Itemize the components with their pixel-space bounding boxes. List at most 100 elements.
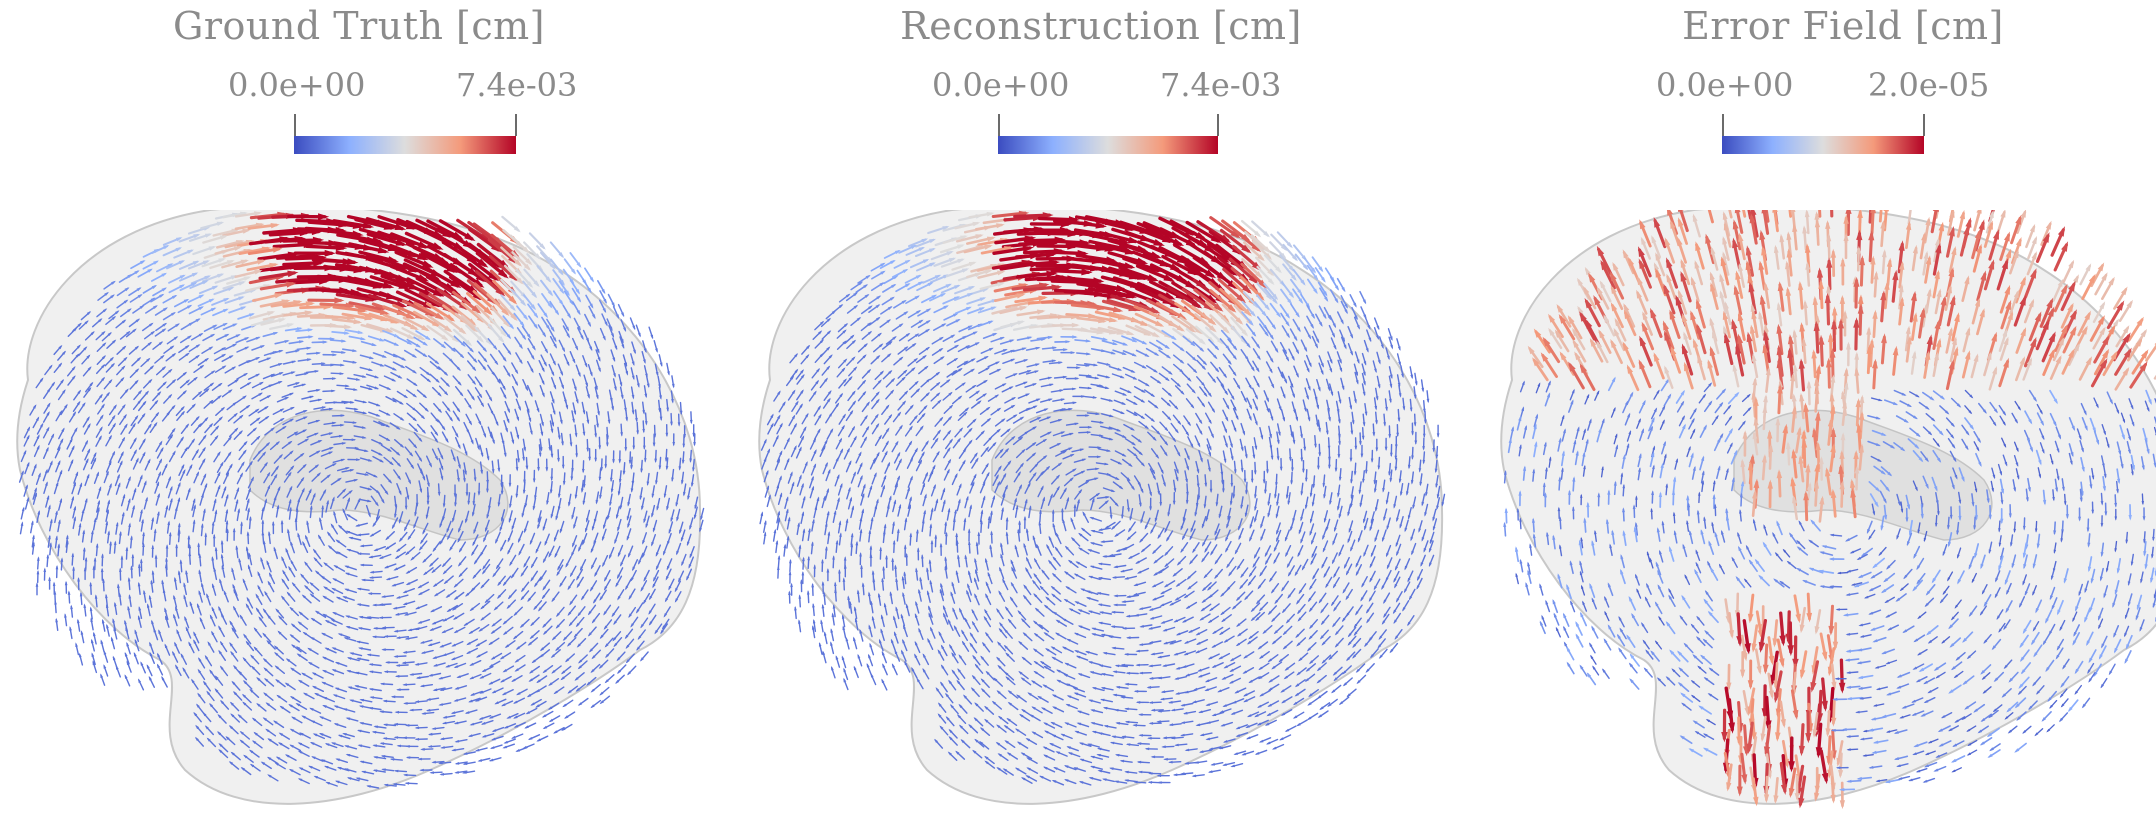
arrow-head <box>614 539 617 545</box>
arrow-head <box>395 239 408 246</box>
arrow-head <box>1272 293 1279 301</box>
arrow-head <box>417 585 422 589</box>
arrow-head <box>628 460 632 465</box>
arrow-head <box>326 531 331 536</box>
arrow-head <box>232 583 236 589</box>
arrow-head <box>686 576 690 581</box>
arrow-head <box>1123 262 1136 269</box>
arrow-head <box>480 617 485 621</box>
arrow-head <box>526 693 532 698</box>
arrow-head <box>367 513 371 518</box>
arrow-head <box>591 619 596 624</box>
arrow-head <box>244 337 250 341</box>
arrow-head <box>565 326 570 332</box>
arrow-head <box>541 392 545 398</box>
arrow-head <box>262 451 267 456</box>
arrow-head <box>330 619 336 623</box>
arrow-head <box>414 700 420 703</box>
arrow-head <box>77 322 82 327</box>
arrow-head <box>354 671 360 675</box>
arrow-head <box>376 403 381 407</box>
arrow-head <box>356 458 361 461</box>
arrow-head <box>1263 246 1271 254</box>
arrow-head <box>141 412 146 418</box>
arrow-head <box>473 560 478 565</box>
arrow-head <box>1321 277 1326 283</box>
arrow-head <box>663 613 668 618</box>
arrow-head <box>266 441 271 446</box>
arrow-head <box>625 371 628 376</box>
arrow-head <box>496 594 501 599</box>
arrow-head <box>349 469 355 472</box>
arrow-head <box>378 441 384 445</box>
arrow-head <box>151 619 154 625</box>
arrow-head <box>454 762 460 765</box>
arrow-head <box>346 549 351 552</box>
arrow-head <box>262 717 267 721</box>
arrow-head <box>362 436 367 439</box>
arrow-head <box>1258 279 1268 289</box>
arrow-head <box>368 555 373 559</box>
arrow-head <box>217 484 221 490</box>
arrow-head <box>289 506 292 512</box>
arrow-head <box>220 612 224 618</box>
arrow-head <box>211 630 215 636</box>
arrow-head <box>392 606 398 610</box>
arrow-head <box>75 471 79 476</box>
arrow-head <box>508 518 512 524</box>
arrow-head <box>456 675 461 678</box>
arrow-head <box>628 613 632 618</box>
arrow-head <box>890 260 896 265</box>
arrow-head <box>450 711 456 714</box>
arrow-head <box>482 565 486 570</box>
arrow-head <box>314 692 319 696</box>
arrow-head <box>1046 270 1058 278</box>
arrow-head <box>51 381 56 386</box>
arrow-head <box>396 451 401 456</box>
arrow-head <box>655 552 659 557</box>
arrow-head <box>362 400 368 404</box>
arrow-head <box>332 353 338 357</box>
arrow-head <box>343 768 349 771</box>
arrow-head <box>463 478 466 483</box>
arrow-head <box>198 422 202 428</box>
arrow-head <box>386 437 391 442</box>
arrow-head <box>615 582 619 588</box>
arrow-head <box>438 676 443 680</box>
arrow-head <box>612 459 615 464</box>
arrow-head <box>410 324 419 330</box>
arrow-head <box>458 548 463 553</box>
arrow-head <box>404 526 408 532</box>
arrow-head <box>405 551 410 556</box>
arrow-head <box>333 565 338 569</box>
arrow-head <box>482 347 488 353</box>
arrow-head <box>422 260 434 268</box>
arrow-head <box>191 678 195 684</box>
arrow-head <box>275 679 280 683</box>
arrow-head <box>158 471 161 476</box>
arrow-head <box>503 394 507 400</box>
arrow-head <box>559 419 563 425</box>
arrow-head <box>416 252 429 261</box>
arrow-head <box>206 737 211 742</box>
arrow-head <box>195 448 199 454</box>
arrow-head <box>577 325 581 331</box>
arrow-head <box>435 378 440 383</box>
arrow-head <box>221 353 227 358</box>
arrow-head <box>169 485 173 491</box>
arrow-head <box>364 473 370 476</box>
arrow-head <box>211 606 215 612</box>
arrow-head <box>403 702 408 705</box>
arrow-head <box>410 556 415 561</box>
arrow-head <box>602 536 605 542</box>
arrow-head <box>256 702 261 707</box>
arrow-head <box>231 567 234 572</box>
arrow-head <box>547 290 554 297</box>
arrow-head <box>409 452 414 457</box>
arrow-head <box>617 552 621 558</box>
arrow-head <box>205 388 210 393</box>
arrow-head <box>217 395 222 399</box>
arrow-head <box>515 646 520 650</box>
arrow-head <box>357 330 364 334</box>
arrow-head <box>36 556 40 561</box>
